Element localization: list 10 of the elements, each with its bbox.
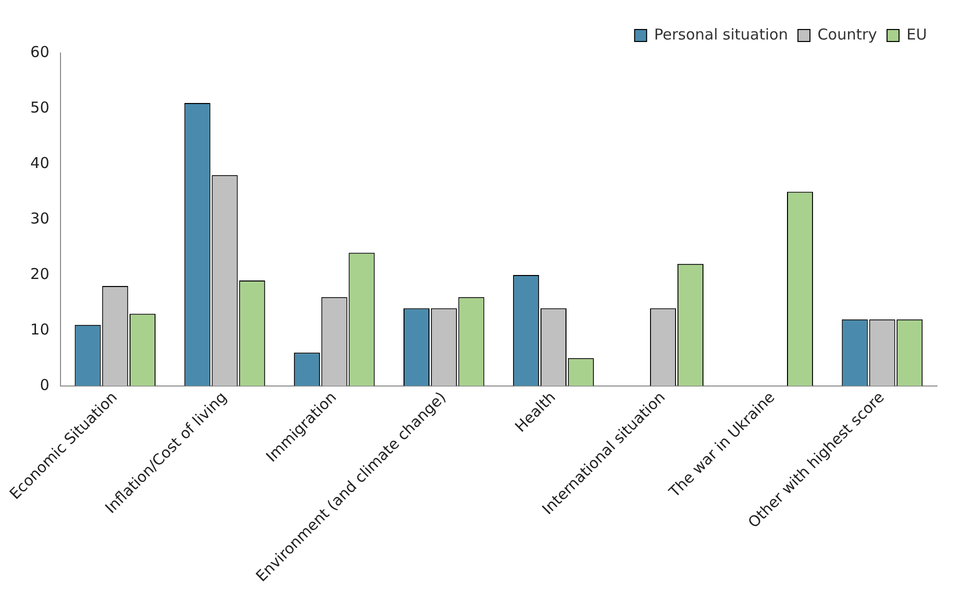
- y-tick-label: 60: [30, 42, 50, 61]
- y-tick-label: 20: [30, 264, 50, 283]
- y-tick-label: 50: [30, 98, 50, 116]
- legend-label: Personal situation: [654, 25, 788, 44]
- legend-label: Country: [817, 25, 878, 44]
- y-tick-label: 40: [30, 154, 50, 172]
- y-tick-label: 0: [40, 376, 50, 394]
- y-tick-label: 10: [30, 320, 50, 338]
- y-tick-label: 30: [30, 209, 50, 228]
- legend-label: EU: [906, 25, 928, 44]
